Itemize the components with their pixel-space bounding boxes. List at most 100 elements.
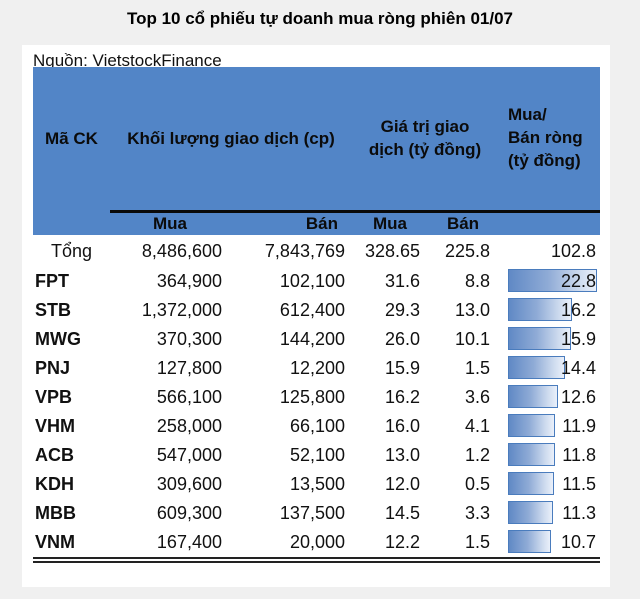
value-buy-cell: 12.2: [384, 532, 420, 552]
volume-buy-cell: 309,600: [156, 474, 222, 494]
ticker-cell: ACB: [35, 445, 74, 465]
net-data-bar: [508, 385, 559, 408]
header-divider-line: [110, 210, 600, 213]
header-value-group: Giá trị giao dịch (tỷ đồng): [368, 116, 482, 159]
total-value-sell: 225.8: [444, 240, 490, 261]
net-value: 15.9: [560, 329, 596, 349]
volume-buy-cell: 364,900: [156, 271, 222, 291]
volume-sell-cell: 125,800: [279, 387, 345, 407]
table-row: KDH 309,600 13,500 12.0 0.5 11.5: [33, 470, 600, 499]
net-cell: 15.9: [498, 325, 600, 354]
volume-buy-cell: 167,400: [156, 532, 222, 552]
source-note: Nguồn: VietstockFinance: [33, 51, 222, 70]
value-buy-cell: 16.0: [384, 416, 420, 436]
net-cell: 11.8: [498, 441, 600, 470]
net-value: 10.7: [560, 532, 596, 552]
net-data-bar: [508, 530, 551, 553]
subheader-value-sell: Bán: [446, 214, 480, 233]
table-body: FPT 364,900 102,100 31.6 8.8 22.8 STB 1,…: [33, 267, 600, 557]
header-net-group: Mua/ Bán ròng (tỷ đồng): [508, 105, 583, 170]
net-value: 11.3: [562, 503, 596, 523]
net-cell: 11.9: [498, 412, 600, 441]
net-value: 11.5: [562, 474, 596, 494]
value-buy-cell: 16.2: [384, 387, 420, 407]
ticker-cell: FPT: [35, 271, 69, 291]
net-cell: 14.4: [498, 354, 600, 383]
net-cell: 10.7: [498, 528, 600, 557]
table-row: FPT 364,900 102,100 31.6 8.8 22.8: [33, 267, 600, 296]
table-row: ACB 547,000 52,100 13.0 1.2 11.8: [33, 441, 600, 470]
total-row: Tổng 8,486,600 7,843,769 328.65 225.8 10…: [33, 235, 600, 267]
net-value: 16.2: [560, 300, 596, 320]
ticker-cell: PNJ: [35, 358, 71, 378]
value-buy-cell: 15.9: [384, 358, 420, 378]
table-header: Mã CK Khối lượng giao dịch (cp) Giá trị …: [33, 67, 600, 235]
page-title: Top 10 cổ phiếu tự doanh mua ròng phiên …: [126, 9, 514, 28]
value-buy-cell: 26.0: [384, 329, 420, 349]
volume-sell-cell: 102,100: [279, 271, 345, 291]
header-ticker: Mã CK: [45, 128, 98, 148]
volume-sell-cell: 20,000: [289, 532, 345, 552]
net-data-bar: [508, 327, 571, 350]
table-row: MWG 370,300 144,200 26.0 10.1 15.9: [33, 325, 600, 354]
net-cell: 12.6: [498, 383, 600, 412]
volume-buy-cell: 566,100: [156, 387, 222, 407]
value-sell-cell: 3.6: [464, 387, 490, 407]
value-buy-cell: 13.0: [384, 445, 420, 465]
volume-sell-cell: 66,100: [289, 416, 345, 436]
ticker-cell: VHM: [35, 416, 75, 436]
net-value: 14.4: [560, 358, 596, 378]
net-value: 12.6: [560, 387, 596, 407]
volume-buy-cell: 127,800: [156, 358, 222, 378]
ticker-cell: STB: [35, 300, 71, 320]
volume-buy-cell: 1,372,000: [141, 300, 222, 320]
net-data-bar: [508, 298, 572, 321]
total-value-buy: 328.65: [364, 240, 420, 261]
volume-buy-cell: 547,000: [156, 445, 222, 465]
ticker-cell: VNM: [35, 532, 75, 552]
total-label: Tổng: [50, 240, 93, 261]
value-buy-cell: 12.0: [384, 474, 420, 494]
stocks-table: Mã CK Khối lượng giao dịch (cp) Giá trị …: [33, 67, 600, 563]
ticker-cell: MWG: [35, 329, 81, 349]
total-volume-sell: 7,843,769: [264, 240, 345, 261]
net-cell: 11.5: [498, 470, 600, 499]
volume-sell-cell: 52,100: [289, 445, 345, 465]
net-cell: 22.8: [498, 267, 600, 296]
table-row: MBB 609,300 137,500 14.5 3.3 11.3: [33, 499, 600, 528]
net-value: 11.8: [562, 445, 596, 465]
table-row: VHM 258,000 66,100 16.0 4.1 11.9: [33, 412, 600, 441]
value-buy-cell: 14.5: [384, 503, 420, 523]
value-sell-cell: 10.1: [454, 329, 490, 349]
value-sell-cell: 1.5: [464, 358, 490, 378]
table-row: PNJ 127,800 12,200 15.9 1.5 14.4: [33, 354, 600, 383]
net-data-bar: [508, 269, 597, 292]
table-row: VPB 566,100 125,800 16.2 3.6 12.6: [33, 383, 600, 412]
value-sell-cell: 1.2: [464, 445, 490, 465]
subheader-volume-sell: Bán: [305, 214, 338, 233]
net-data-bar: [508, 501, 554, 524]
value-sell-cell: 8.8: [464, 271, 490, 291]
value-sell-cell: 0.5: [464, 474, 490, 494]
volume-sell-cell: 144,200: [279, 329, 345, 349]
net-data-bar: [508, 472, 554, 495]
volume-buy-cell: 609,300: [156, 503, 222, 523]
ticker-cell: VPB: [35, 387, 73, 407]
bottom-double-line: [33, 557, 600, 563]
net-data-bar: [508, 414, 556, 437]
ticker-cell: KDH: [35, 474, 74, 494]
table-card: Mã CK Khối lượng giao dịch (cp) Giá trị …: [22, 45, 610, 587]
total-volume-buy: 8,486,600: [141, 240, 222, 261]
net-cell: 11.3: [498, 499, 600, 528]
net-data-bar: [508, 356, 565, 379]
volume-buy-cell: 370,300: [156, 329, 222, 349]
volume-buy-cell: 258,000: [156, 416, 222, 436]
value-sell-cell: 13.0: [454, 300, 490, 320]
value-buy-cell: 29.3: [384, 300, 420, 320]
volume-sell-cell: 13,500: [289, 474, 345, 494]
volume-sell-cell: 612,400: [279, 300, 345, 320]
subheader-row: Mua Bán Mua Bán: [33, 213, 600, 235]
ticker-cell: MBB: [35, 503, 76, 523]
header-volume-group: Khối lượng giao dịch (cp): [127, 128, 335, 148]
net-value: 11.9: [562, 416, 596, 436]
